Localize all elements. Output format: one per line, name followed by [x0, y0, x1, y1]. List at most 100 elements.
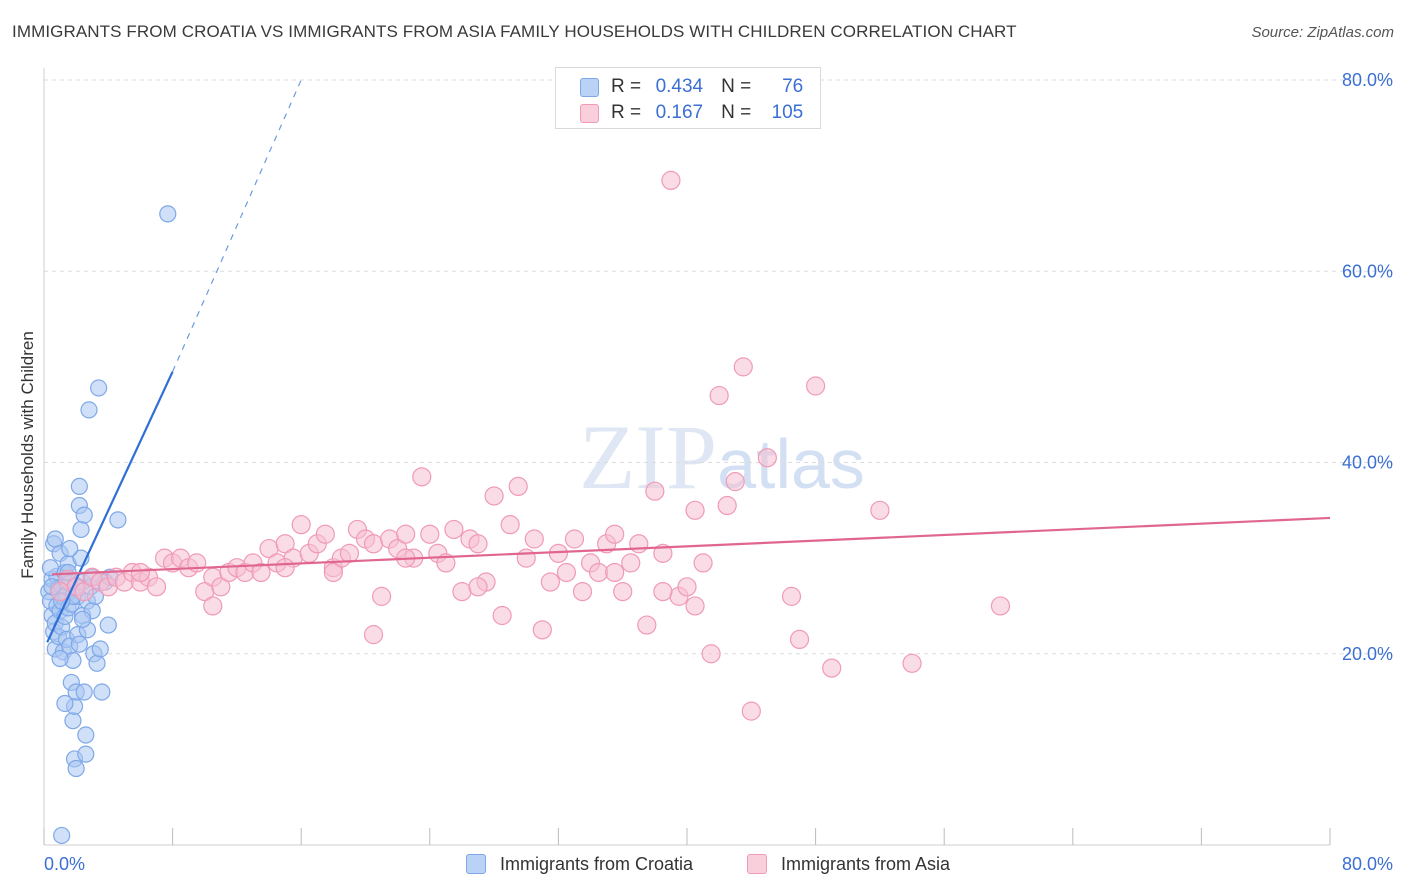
point-asia-58: [524, 529, 544, 549]
point-croatia-75: [73, 610, 92, 628]
x-tick-label-1: 80.0%: [1342, 854, 1393, 874]
point-asia-64: [572, 581, 593, 602]
point-croatia-62: [41, 559, 60, 577]
legend-swatch-croatia: [580, 77, 599, 97]
point-asia-99: [605, 562, 625, 583]
point-asia-56: [508, 476, 528, 497]
trend-line-croatia: [46, 371, 174, 643]
point-asia-2: [74, 581, 94, 602]
point-asia-11: [146, 577, 167, 597]
chart-title: IMMIGRANTS FROM CROATIA VS IMMIGRANTS FR…: [12, 22, 1017, 41]
point-croatia-73: [159, 205, 177, 223]
point-asia-80: [701, 644, 721, 664]
point-asia-96: [323, 562, 343, 583]
point-asia-77: [677, 577, 697, 597]
point-croatia-64: [51, 649, 69, 668]
point-asia-90: [822, 658, 842, 678]
point-asia-102: [275, 558, 295, 578]
point-croatia-29: [64, 712, 82, 730]
point-asia-97: [363, 625, 384, 645]
point-asia-78: [685, 500, 705, 520]
point-asia-29: [291, 515, 311, 535]
point-asia-66: [588, 562, 609, 583]
point-asia-51: [468, 534, 488, 554]
x-tick-label-0: 0.0%: [44, 854, 85, 874]
legend-r-label: R =: [611, 76, 642, 97]
point-asia-73: [645, 481, 665, 501]
point-croatia-44: [77, 745, 95, 763]
point-croatia-55: [90, 379, 108, 397]
y-tick-label-0: 20.0%: [1342, 644, 1393, 664]
point-croatia-74: [53, 826, 71, 845]
point-croatia-63: [46, 530, 64, 548]
point-asia-72: [637, 615, 657, 635]
point-croatia-71: [61, 539, 79, 558]
point-asia-19: [211, 577, 231, 597]
point-asia-86: [757, 448, 777, 468]
point-asia-63: [564, 529, 585, 549]
point-croatia-56: [91, 640, 109, 658]
watermark-atlas: atlas: [717, 425, 865, 503]
point-croatia-32: [67, 759, 85, 778]
bottom-legend-swatch-croatia: [466, 854, 486, 874]
y-tick-label-3: 80.0%: [1342, 70, 1393, 90]
point-asia-94: [130, 562, 151, 583]
point-croatia-59: [99, 616, 117, 634]
point-asia-91: [870, 500, 890, 520]
bottom-legend-label-asia: Immigrants from Asia: [781, 853, 951, 874]
point-asia-24: [251, 562, 271, 583]
point-asia-44: [412, 467, 432, 487]
point-asia-59: [532, 620, 552, 640]
point-croatia-61: [109, 511, 127, 529]
point-asia-84: [733, 357, 753, 377]
point-asia-75: [661, 170, 681, 191]
point-asia-32: [315, 524, 335, 544]
point-asia-60: [540, 572, 560, 592]
watermark: ZIPatlas: [579, 406, 865, 508]
bottom-legend-label-croatia: Immigrants from Croatia: [500, 853, 694, 874]
bottom-legend-asia[interactable]: Immigrants from Asia: [747, 851, 950, 877]
point-asia-69: [613, 581, 633, 602]
point-asia-47: [436, 553, 456, 573]
point-asia-93: [990, 596, 1011, 616]
point-asia-35: [339, 543, 360, 563]
point-asia-74: [653, 543, 673, 563]
point-asia-70: [621, 553, 641, 573]
trend-line-asia: [51, 516, 1331, 576]
point-asia-53: [484, 486, 504, 506]
point-croatia-48: [80, 401, 98, 419]
axes: [43, 68, 1331, 846]
point-asia-49: [452, 581, 472, 602]
point-asia-79: [693, 553, 713, 573]
point-croatia-54: [88, 654, 106, 672]
point-croatia-45: [77, 726, 95, 744]
point-asia-82: [717, 495, 737, 516]
point-asia-39: [371, 586, 392, 606]
point-asia-92: [902, 653, 922, 673]
point-asia-71: [629, 534, 649, 554]
point-asia-27: [275, 534, 295, 554]
legend-n-value-asia: 105: [771, 102, 804, 123]
point-asia-98: [468, 577, 488, 597]
legend-n-value-croatia: 76: [782, 76, 804, 97]
point-asia-85: [741, 701, 761, 721]
point-asia-55: [500, 515, 520, 535]
point-croatia-37: [70, 477, 88, 496]
bottom-legend-swatch-asia: [747, 854, 767, 874]
series-croatia: [40, 205, 177, 845]
point-croatia-57: [93, 683, 111, 701]
chart-source: Source: ZipAtlas.com: [1251, 24, 1394, 41]
legend-r-value-asia: 0.167: [655, 102, 704, 123]
point-asia-68: [605, 524, 625, 544]
point-asia-104: [50, 581, 70, 602]
point-asia-81: [709, 385, 729, 406]
point-croatia-39: [72, 520, 90, 539]
point-asia-101: [685, 596, 705, 616]
point-asia-83: [725, 472, 745, 492]
legend-swatch-asia: [580, 103, 599, 123]
trend-line-dashed-croatia: [172, 79, 302, 372]
bottom-legend-croatia[interactable]: Immigrants from Croatia: [466, 851, 693, 877]
point-croatia-68: [70, 635, 88, 653]
